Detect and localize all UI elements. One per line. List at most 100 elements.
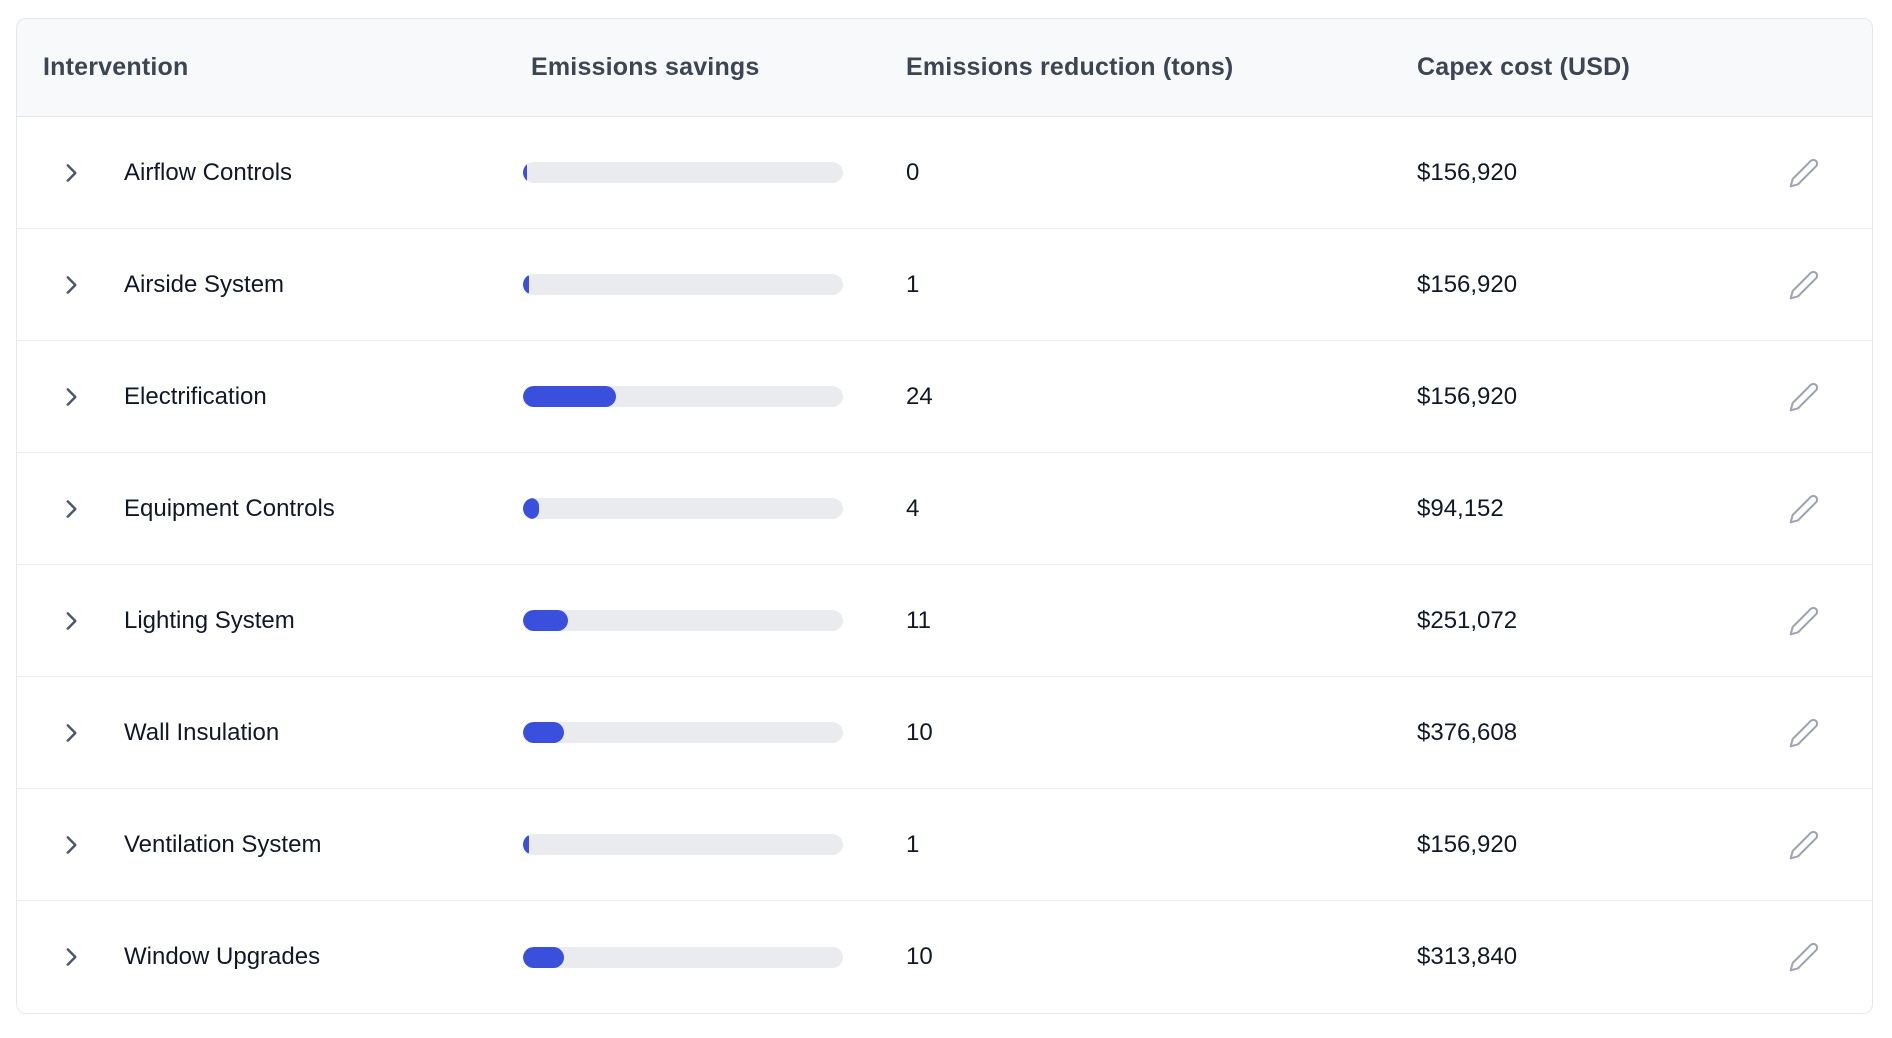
- table-row: Equipment Controls 4 $94,152: [17, 453, 1872, 565]
- table-row: Window Upgrades 10 $313,840: [17, 901, 1872, 1013]
- expand-row-button[interactable]: [58, 720, 84, 746]
- edit-row-button[interactable]: [1786, 827, 1822, 863]
- edit-row-button[interactable]: [1786, 939, 1822, 975]
- capex-cell: $251,072: [1417, 603, 1872, 639]
- edit-row-button[interactable]: [1786, 715, 1822, 751]
- expand-row-button[interactable]: [58, 496, 84, 522]
- table-row: Wall Insulation 10 $376,608: [17, 677, 1872, 789]
- intervention-name: Ventilation System: [124, 830, 322, 858]
- table-row: Airside System 1 $156,920: [17, 229, 1872, 341]
- emissions-savings-cell: [523, 386, 906, 407]
- chevron-right-icon: [58, 720, 84, 746]
- column-header-emissions-savings: Emissions savings: [531, 53, 760, 81]
- pencil-icon: [1788, 269, 1820, 301]
- capex-value: $94,152: [1417, 494, 1504, 522]
- capex-cell: $313,840: [1417, 939, 1872, 975]
- edit-row-button[interactable]: [1786, 603, 1822, 639]
- intervention-cell: Window Upgrades: [17, 943, 523, 971]
- intervention-name: Equipment Controls: [124, 494, 335, 522]
- table-row: Ventilation System 1 $156,920: [17, 789, 1872, 901]
- capex-value: $251,072: [1417, 606, 1518, 634]
- edit-row-button[interactable]: [1786, 491, 1822, 527]
- expand-row-button[interactable]: [58, 272, 84, 298]
- column-header-emissions-reduction: Emissions reduction (tons): [906, 53, 1234, 81]
- emissions-savings-bar-fill: [523, 386, 616, 407]
- emissions-reduction-value: 0: [906, 158, 920, 186]
- emissions-reduction-value: 1: [906, 270, 920, 298]
- pencil-icon: [1788, 605, 1820, 637]
- chevron-right-icon: [58, 944, 84, 970]
- chevron-right-icon: [58, 272, 84, 298]
- expand-row-button[interactable]: [58, 832, 84, 858]
- emissions-savings-bar-track: [523, 610, 843, 631]
- edit-row-button[interactable]: [1786, 267, 1822, 303]
- capex-cell: $94,152: [1417, 491, 1872, 527]
- table-row: Airflow Controls 0 $156,920: [17, 117, 1872, 229]
- emissions-reduction-value: 4: [906, 494, 920, 522]
- edit-row-button[interactable]: [1786, 379, 1822, 415]
- expand-row-button[interactable]: [58, 384, 84, 410]
- emissions-savings-cell: [523, 274, 906, 295]
- intervention-cell: Electrification: [17, 383, 523, 411]
- emissions-savings-bar-fill: [523, 498, 539, 519]
- capex-value: $156,920: [1417, 382, 1518, 410]
- emissions-savings-bar-fill: [523, 722, 564, 743]
- emissions-savings-bar-track: [523, 946, 843, 968]
- emissions-reduction-value: 10: [906, 943, 933, 970]
- expand-row-button[interactable]: [58, 944, 84, 970]
- intervention-name: Airflow Controls: [124, 158, 293, 186]
- capex-value: $313,840: [1417, 943, 1518, 970]
- intervention-cell: Wall Insulation: [17, 719, 523, 747]
- chevron-right-icon: [58, 496, 84, 522]
- table-header-row: Intervention Emissions savings Emissions…: [17, 19, 1872, 117]
- emissions-savings-bar-track: [523, 274, 843, 295]
- emissions-savings-bar-fill: [523, 946, 564, 968]
- emissions-savings-cell: [523, 834, 906, 855]
- emissions-reduction-value: 24: [906, 382, 933, 410]
- interventions-table: Intervention Emissions savings Emissions…: [16, 18, 1873, 1014]
- capex-value: $156,920: [1417, 270, 1518, 298]
- intervention-cell: Lighting System: [17, 607, 523, 635]
- table-body: Airflow Controls 0 $156,920: [17, 117, 1872, 1013]
- emissions-savings-bar-fill: [523, 274, 530, 295]
- intervention-name: Window Upgrades: [124, 943, 321, 970]
- emissions-reduction-value: 10: [906, 718, 933, 746]
- emissions-savings-cell: [523, 162, 906, 183]
- emissions-savings-bar-fill: [523, 834, 530, 855]
- expand-row-button[interactable]: [58, 608, 84, 634]
- pencil-icon: [1788, 381, 1820, 413]
- intervention-name: Lighting System: [124, 606, 295, 634]
- edit-row-button[interactable]: [1786, 155, 1822, 191]
- expand-row-button[interactable]: [58, 160, 84, 186]
- intervention-name: Airside System: [124, 270, 285, 298]
- chevron-right-icon: [58, 384, 84, 410]
- chevron-right-icon: [58, 832, 84, 858]
- capex-cell: $376,608: [1417, 715, 1872, 751]
- capex-value: $156,920: [1417, 158, 1518, 186]
- chevron-right-icon: [58, 160, 84, 186]
- capex-cell: $156,920: [1417, 267, 1872, 303]
- emissions-savings-bar-track: [523, 386, 843, 407]
- pencil-icon: [1788, 717, 1820, 749]
- pencil-icon: [1788, 941, 1820, 973]
- emissions-savings-cell: [523, 498, 906, 519]
- emissions-savings-cell: [523, 722, 906, 743]
- column-header-intervention: Intervention: [43, 53, 189, 81]
- emissions-reduction-value: 1: [906, 830, 920, 858]
- capex-cell: $156,920: [1417, 155, 1872, 191]
- capex-cell: $156,920: [1417, 379, 1872, 415]
- intervention-cell: Ventilation System: [17, 831, 523, 859]
- chevron-right-icon: [58, 608, 84, 634]
- emissions-savings-bar-track: [523, 498, 843, 519]
- pencil-icon: [1788, 493, 1820, 525]
- emissions-savings-bar-track: [523, 162, 843, 183]
- emissions-savings-bar-fill: [523, 610, 568, 631]
- pencil-icon: [1788, 829, 1820, 861]
- pencil-icon: [1788, 157, 1820, 189]
- emissions-savings-cell: [523, 610, 906, 631]
- emissions-savings-bar-track: [523, 834, 843, 855]
- emissions-savings-cell: [523, 946, 906, 968]
- table-row: Lighting System 11 $251,072: [17, 565, 1872, 677]
- capex-value: $156,920: [1417, 830, 1518, 858]
- column-header-capex-cost: Capex cost (USD): [1417, 53, 1630, 81]
